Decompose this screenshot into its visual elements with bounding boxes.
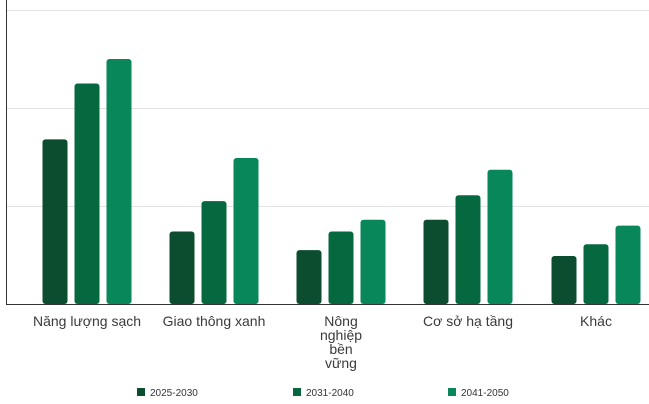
bar-2031-2040-3	[455, 195, 481, 304]
bar-2041-2050-1	[233, 158, 259, 304]
bar-2041-2050-4	[615, 225, 641, 304]
legend-label: 2025-2030	[150, 388, 198, 399]
legend-item: 2041-2050	[448, 388, 509, 399]
x-tick-label: Nông nghiệp bền vững	[320, 313, 362, 371]
x-tick-label: Giao thông xanh	[163, 313, 266, 329]
bar-2025-2030-4	[551, 256, 577, 304]
bar-2031-2040-1	[201, 201, 227, 304]
bar-2041-2050-3	[487, 169, 513, 304]
bar-2041-2050-2	[360, 219, 386, 304]
bar-2025-2030-3	[423, 219, 449, 304]
bar-2025-2030-1	[169, 231, 195, 304]
x-tick-label: Cơ sở hạ tầng	[423, 313, 513, 329]
bar-2041-2050-0	[106, 59, 132, 304]
bar-2025-2030-2	[296, 250, 322, 304]
legend-item: 2031-2040	[293, 388, 354, 399]
bars	[42, 59, 641, 304]
legend-label: 2031-2040	[306, 388, 354, 399]
bar-2031-2040-2	[328, 231, 354, 304]
bar-2031-2040-0	[74, 83, 100, 304]
bar-2031-2040-4	[583, 244, 609, 304]
x-tick-label: Khác	[580, 313, 612, 329]
legend-label: 2041-2050	[461, 388, 509, 399]
bar-2025-2030-0	[42, 139, 68, 304]
x-axis-tick-labels: Năng lượng sạch Giao thông xanh Nông nghiệp…	[33, 313, 612, 371]
x-tick-label: Năng lượng sạch	[33, 313, 141, 329]
legend-swatch	[137, 388, 145, 396]
legend-swatch	[293, 388, 301, 396]
grid	[6, 10, 649, 207]
legend-item: 2025-2030	[137, 388, 198, 399]
legend: 2025-2030 2031-2040 2041-2050	[137, 388, 509, 399]
legend-swatch	[448, 388, 456, 396]
